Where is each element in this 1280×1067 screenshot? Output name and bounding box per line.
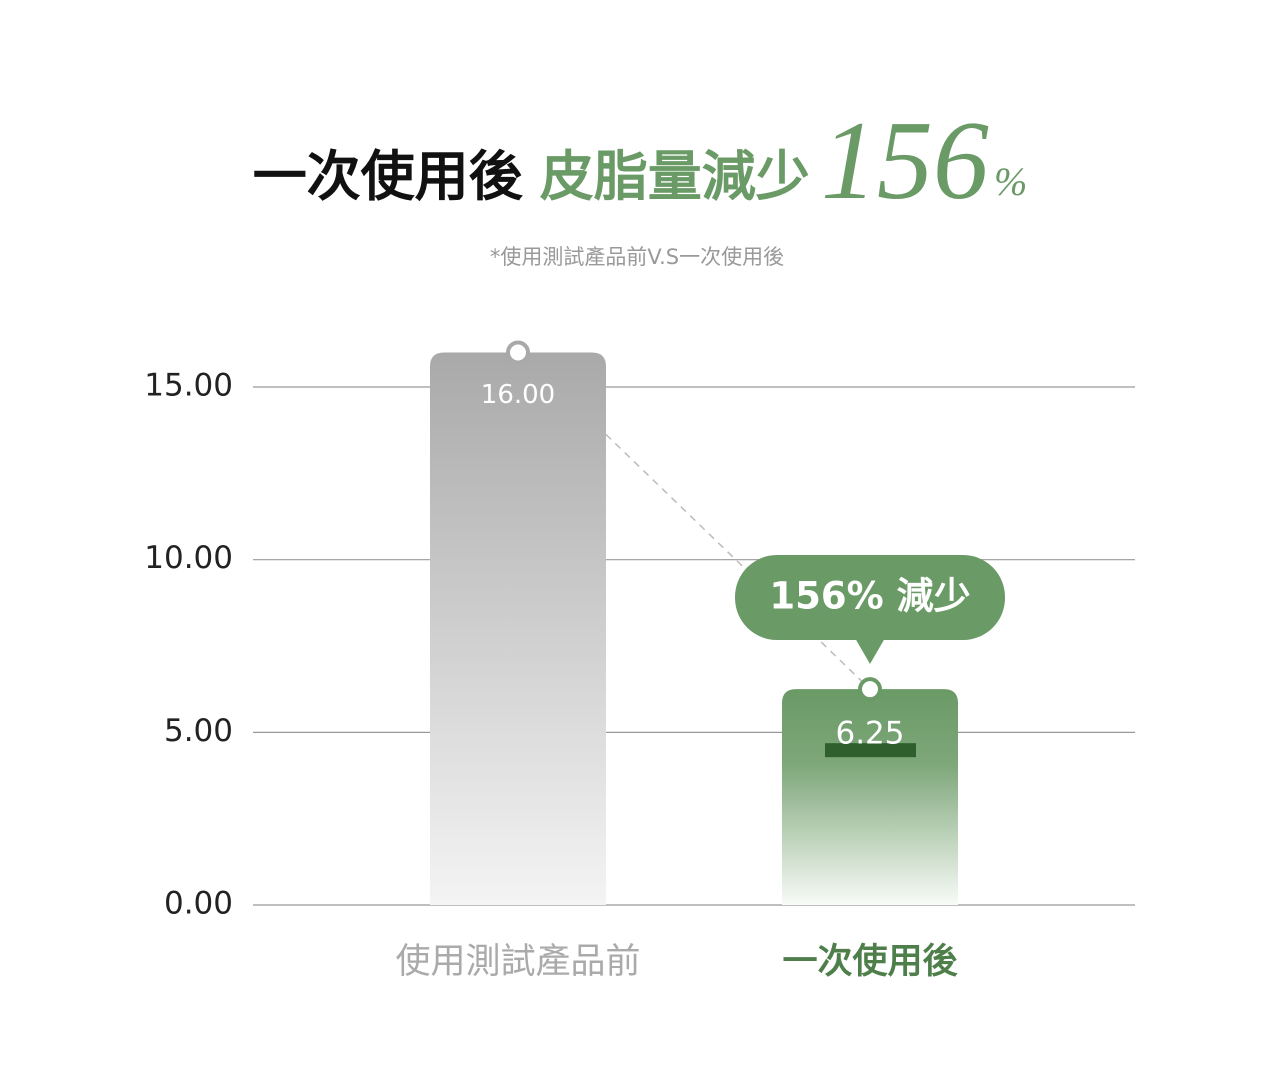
callout-pointer <box>855 638 885 664</box>
x-tick-label: 使用測試產品前 <box>395 942 640 982</box>
subtitle: *使用測試產品前V.S一次使用後 <box>490 245 784 269</box>
y-tick-label: 15.00 <box>144 368 233 404</box>
value-dot <box>506 340 530 365</box>
callout-text: 156% 減少 <box>769 575 970 618</box>
value-dot <box>858 677 882 702</box>
label-underline <box>825 743 916 758</box>
value-label: 16.00 <box>481 380 555 410</box>
title-part: 一次使用後 <box>253 145 524 208</box>
connector <box>605 433 871 690</box>
title-number: 156 <box>821 99 989 223</box>
bar <box>782 689 958 905</box>
title-unit: % <box>994 159 1027 204</box>
y-tick-label: 10.00 <box>144 540 233 576</box>
x-tick-label: 一次使用後 <box>782 942 958 982</box>
chart-title: 一次使用後 皮脂量減少 156 % <box>253 99 1028 223</box>
value-label: 6.25 <box>835 716 904 752</box>
bar <box>430 352 606 905</box>
y-tick-label: 0.00 <box>164 886 233 922</box>
callout-box <box>735 555 1005 640</box>
plot-area: 0.00 5.00 10.00 15.00 16.00 使用測試產品前 6.25 一次使用後 1… <box>144 340 1135 982</box>
title-part: 皮脂量減少 <box>540 145 810 208</box>
y-tick-label: 5.00 <box>164 713 233 749</box>
